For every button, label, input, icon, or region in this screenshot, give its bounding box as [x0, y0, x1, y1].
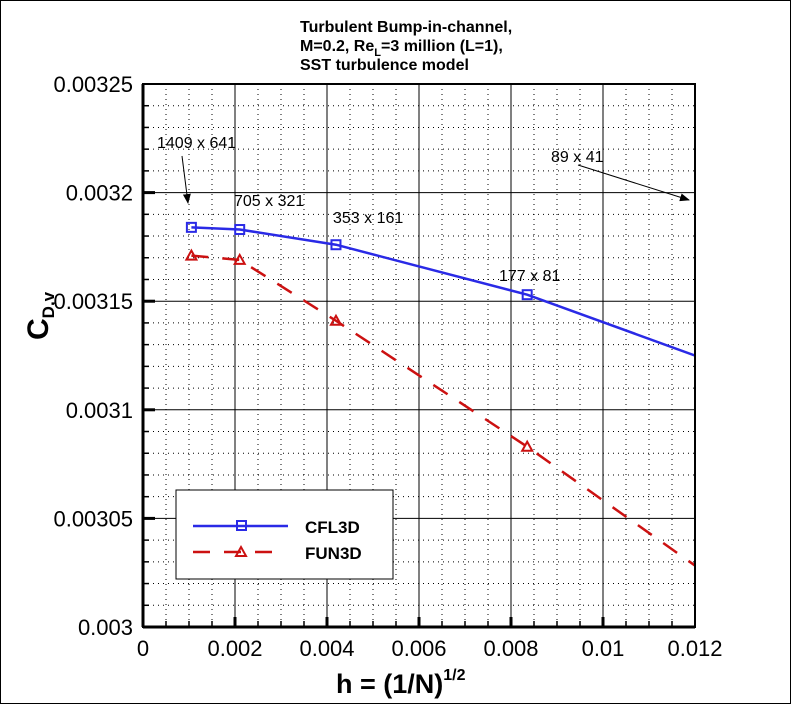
annotation-89x41: 89 x 41	[551, 149, 604, 166]
data-point-fun3d	[184, 248, 199, 261]
legend-box	[175, 489, 394, 580]
annotation-705x321: 705 x 321	[234, 193, 304, 210]
annotation-arrow-1409x641	[181, 155, 191, 204]
legend-label-cfl3d: CFL3D	[305, 518, 360, 537]
x-axis-label: h = (1/N)1/2	[336, 667, 466, 699]
data-point-fun3d	[329, 313, 343, 326]
x-tick-label: 0.01	[582, 636, 625, 661]
series-line-fun3d	[191, 254, 695, 568]
annotation-353x161: 353 x 161	[333, 210, 403, 227]
y-tick-label: 0.00315	[53, 289, 133, 314]
data-point-cfl3d	[234, 224, 246, 236]
chart-title-line-3: SST turbulence model	[300, 57, 469, 74]
y-tick-label: 0.00305	[53, 506, 133, 531]
series-line-cfl3d	[191, 226, 695, 357]
data-point-cfl3d	[330, 239, 342, 251]
data-point-cfl3d	[521, 289, 533, 301]
y-tick-label: 0.003	[78, 615, 133, 640]
annotation-arrow-89x41	[577, 164, 690, 202]
x-tick-label: 0.012	[667, 636, 722, 661]
y-axis-label: CD,v	[22, 291, 58, 340]
data-point-fun3d	[232, 252, 247, 265]
legend-label-fun3d: FUN3D	[305, 544, 362, 563]
y-tick-label: 0.0032	[66, 181, 133, 206]
x-tick-label: 0.008	[483, 636, 538, 661]
data-point-fun3d	[520, 439, 534, 452]
annotation-177x81: 177 x 81	[499, 268, 560, 285]
series-group	[184, 221, 695, 568]
y-tick-label: 0.00325	[53, 72, 133, 97]
y-tick-label: 0.0031	[66, 398, 133, 423]
legend-marker-square-icon	[236, 520, 247, 531]
data-point-cfl3d	[185, 221, 197, 233]
legend: CFL3D FUN3D	[175, 489, 394, 580]
legend-marker-triangle-icon	[234, 544, 248, 557]
chart-title-line-1: Turbulent Bump-in-channel,	[300, 19, 512, 36]
x-tick-label: 0.006	[391, 636, 446, 661]
annotation-1409x641: 1409 x 641	[157, 135, 236, 152]
x-tick-label: 0	[137, 636, 149, 661]
x-tick-label: 0.004	[299, 636, 354, 661]
chart-title-line-2: M=0.2, ReL=3 million (L=1),	[300, 38, 503, 59]
x-tick-label: 0.002	[207, 636, 262, 661]
